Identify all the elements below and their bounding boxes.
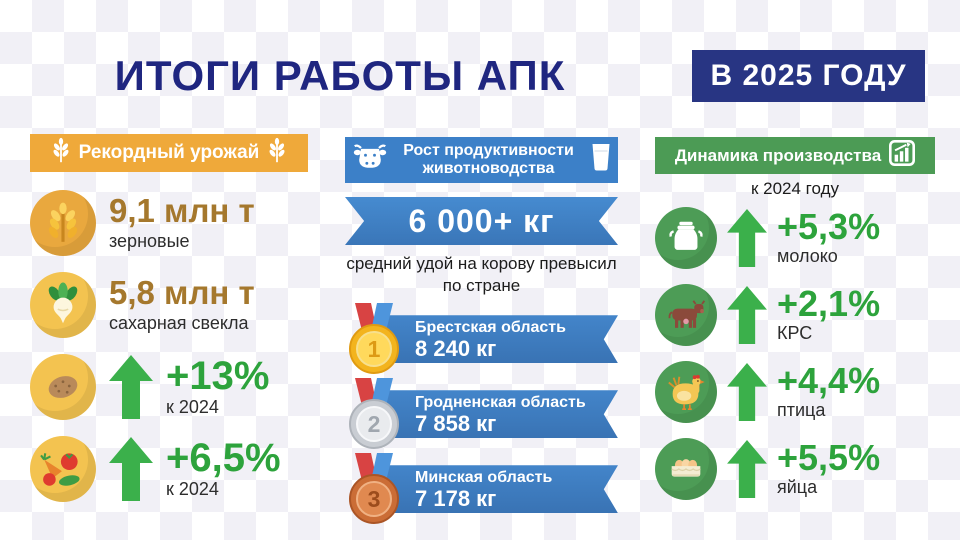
cattle-icon (655, 284, 717, 346)
dynamics-subheader: к 2024 году (750, 179, 840, 198)
milk-yield-ribbon: 6 000+ кг (345, 197, 618, 245)
dynamics-item-milk: +5,3% молоко (655, 207, 935, 269)
region-banner: Брестская область 8 240 кг (381, 315, 618, 364)
potato-value: +13% (166, 353, 270, 398)
dynamics-column: Динамика производства к 2024 году +5,3% … (655, 137, 935, 500)
milk-yield-caption: средний удой на корову превысил по стран… (346, 254, 617, 296)
growth-arrow-icon (727, 286, 767, 344)
potato-label: к 2024 (166, 396, 219, 417)
region-row-3: Минская область 7 178 кг 3 (345, 453, 618, 525)
growth-arrow-icon (727, 209, 767, 267)
grain-label: зерновые (109, 230, 190, 251)
milk-label: молоко (777, 245, 838, 266)
milk-glass-icon (590, 142, 612, 177)
region-banner: Гродненская область 7 858 кг (381, 390, 618, 439)
growth-arrow-icon (727, 363, 767, 421)
harvest-header-label: Рекордный урожай (78, 142, 260, 163)
harvest-item-potato: +13% к 2024 (30, 354, 308, 420)
poultry-label: птица (777, 399, 826, 420)
beet-label: сахарная свекла (109, 312, 249, 333)
medal-rank: 2 (368, 411, 381, 437)
growth-arrow-icon (109, 436, 153, 502)
vegetables-label: к 2024 (166, 478, 219, 499)
growth-arrow-icon (727, 440, 767, 498)
bronze-medal-icon: 3 (345, 453, 403, 525)
vegetables-value: +6,5% (166, 435, 281, 480)
growth-arrow-icon (109, 354, 153, 420)
vegetables-icon (30, 436, 96, 502)
region-value: 8 240 кг (415, 336, 497, 362)
potato-icon (30, 354, 96, 420)
beet-value: 5,8 млн т (109, 274, 255, 312)
medal-rank: 1 (368, 336, 381, 362)
harvest-item-grain: 9,1 млн т зерновые (30, 190, 308, 256)
harvest-header-band: Рекордный урожай (30, 134, 308, 172)
grain-value: 9,1 млн т (109, 192, 255, 230)
cattle-value: +2,1% (777, 282, 881, 324)
region-name: Гродненская область (415, 394, 586, 412)
page-title: ИТОГИ РАБОТЫ АПК (114, 52, 566, 99)
dynamics-item-cattle: +2,1% КРС (655, 284, 935, 346)
cow-head-icon (352, 143, 388, 176)
region-name: Брестская область (415, 319, 566, 337)
milk-value: +5,3% (777, 205, 881, 247)
dynamics-header-label: Динамика производства (674, 145, 882, 165)
cattle-label: КРС (777, 322, 813, 343)
hen-icon (655, 361, 717, 423)
livestock-header-band: Рост продуктивности животноводства (345, 137, 618, 183)
livestock-column: Рост продуктивности животноводства 6 000… (345, 137, 618, 525)
dynamics-item-eggs: +5,5% яйца (655, 438, 935, 500)
region-row-2: Гродненская область 7 858 кг 2 (345, 378, 618, 450)
dynamics-item-poultry: +4,4% птица (655, 361, 935, 423)
wheat-icon (30, 190, 96, 256)
eggs-value: +5,5% (777, 436, 881, 478)
growth-chart-icon (889, 140, 916, 171)
wheat-ear-icon (268, 137, 286, 170)
eggs-label: яйца (777, 476, 818, 497)
wheat-ear-icon (52, 137, 70, 170)
silver-medal-icon: 2 (345, 378, 403, 450)
milk-can-icon (655, 207, 717, 269)
harvest-column: Рекордный урожай 9,1 млн т зерновые 5,8 … (30, 134, 308, 502)
medal-rank: 3 (368, 486, 381, 512)
dynamics-header-band: Динамика производства (655, 137, 935, 174)
region-value: 7 178 кг (415, 486, 497, 512)
harvest-item-vegetables: +6,5% к 2024 (30, 436, 308, 502)
egg-tray-icon (655, 438, 717, 500)
region-row-1: Брестская область 8 240 кг 1 (345, 303, 618, 375)
region-value: 7 858 кг (415, 411, 497, 437)
sugar-beet-icon (30, 272, 96, 338)
year-badge: В 2025 ГОДУ (692, 50, 925, 102)
region-name: Минская область (415, 469, 553, 487)
gold-medal-icon: 1 (345, 303, 403, 375)
region-banner: Минская область 7 178 кг (381, 465, 618, 514)
livestock-header-label: Рост продуктивности животноводства (403, 141, 574, 177)
poultry-value: +4,4% (777, 359, 881, 401)
harvest-item-beet: 5,8 млн т сахарная свекла (30, 272, 308, 338)
